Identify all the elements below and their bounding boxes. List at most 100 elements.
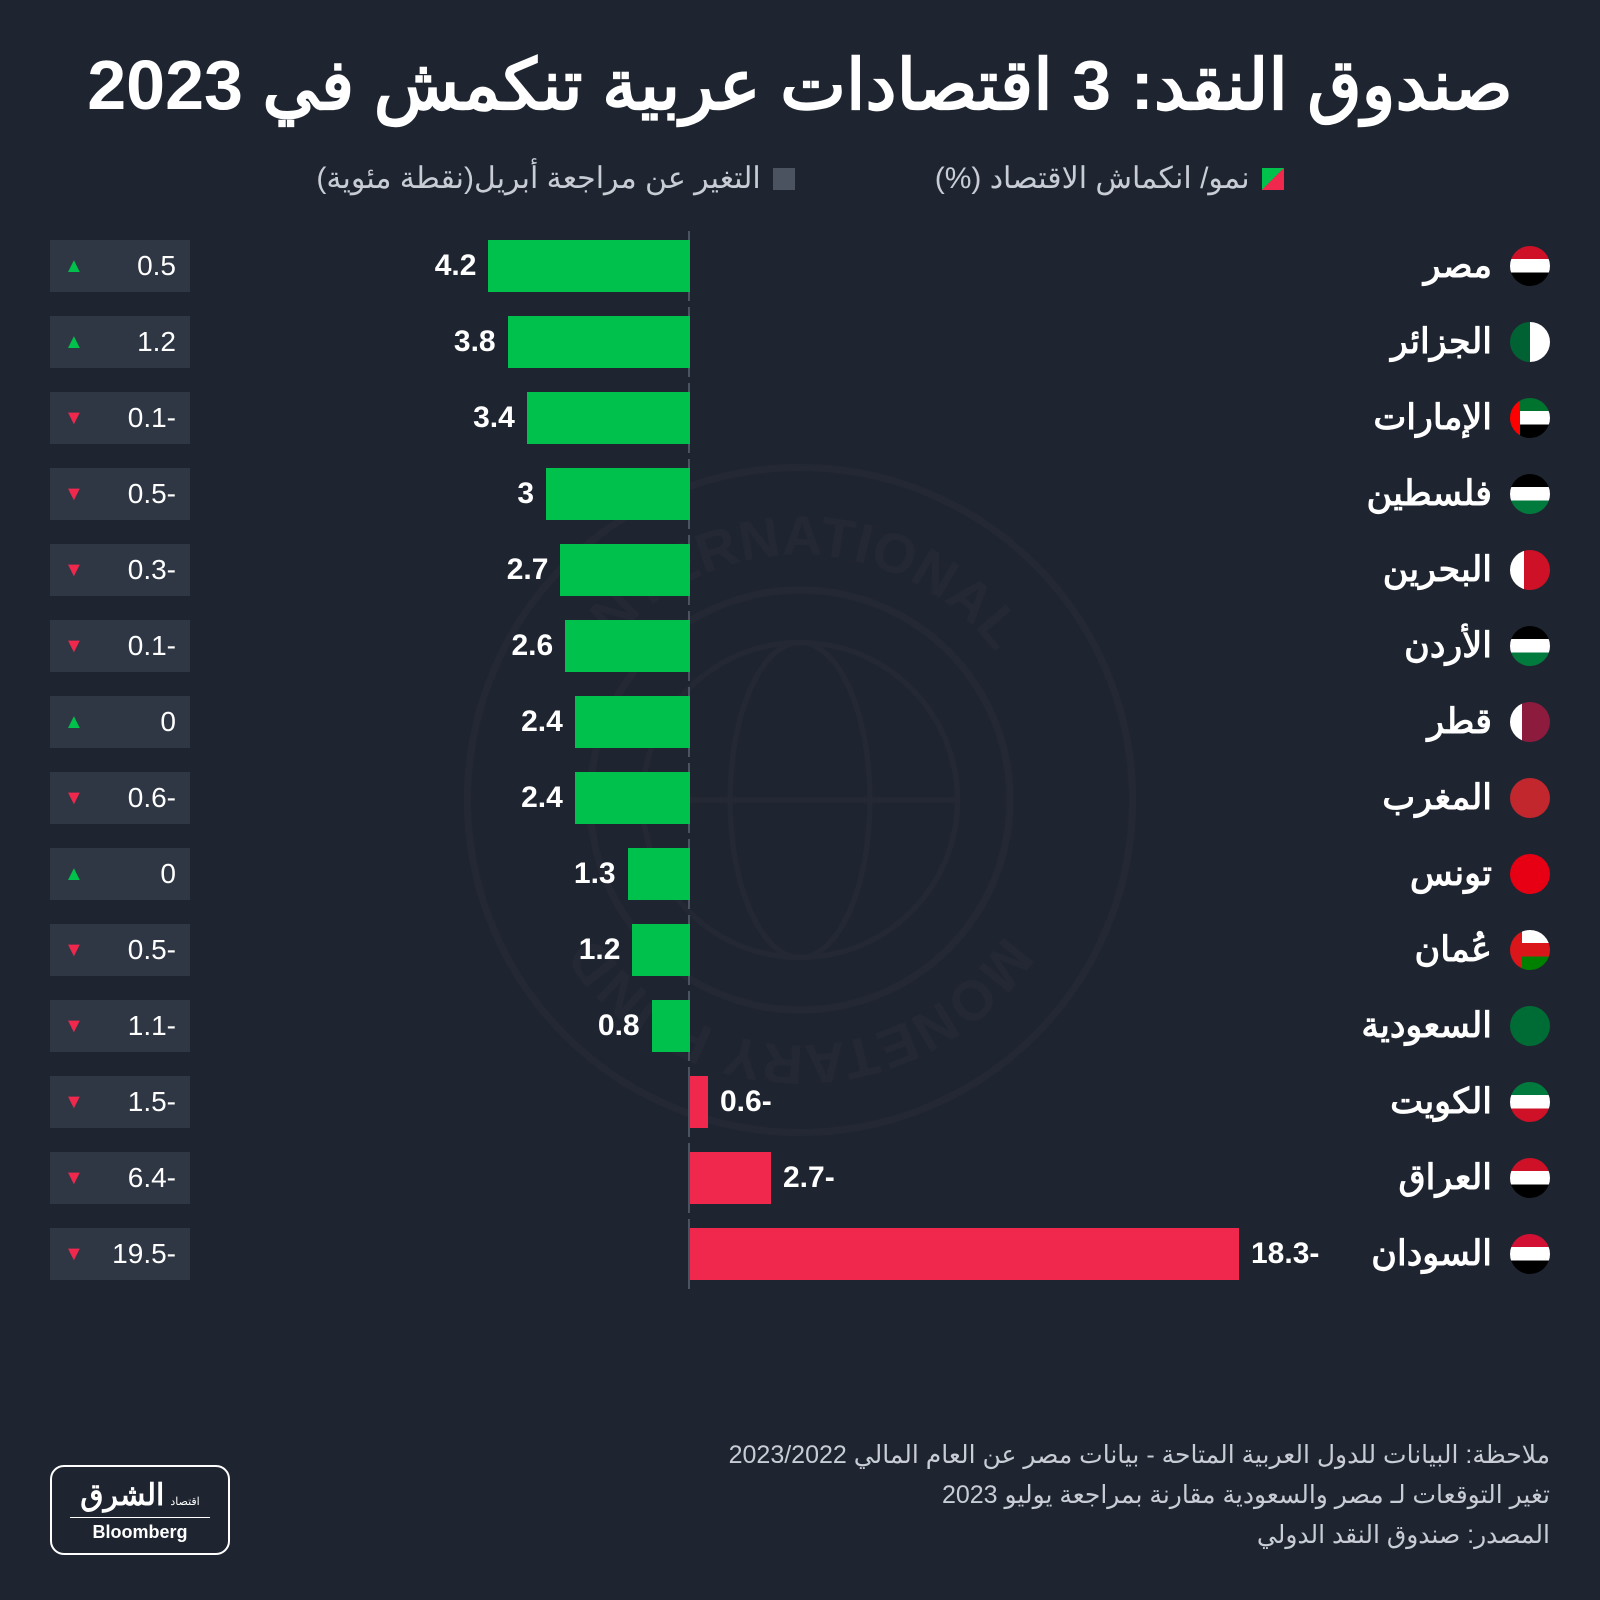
table-row: عُمان1.2▼0.5- <box>50 915 1550 985</box>
flag-icon <box>1510 322 1550 362</box>
country-name: قطر <box>1427 702 1492 742</box>
note-line: ملاحظة: البيانات للدول العربية المتاحة -… <box>729 1435 1550 1475</box>
change-badge: ▲0 <box>50 696 190 748</box>
bar-value-label: 4.2 <box>435 249 477 283</box>
change-value: 0.5- <box>128 934 176 966</box>
table-row: الأردن2.6▼0.1- <box>50 611 1550 681</box>
change-badge: ▼1.5- <box>50 1076 190 1128</box>
change-badge: ▲0 <box>50 848 190 900</box>
arrow-down-icon: ▼ <box>64 1167 84 1190</box>
change-value: 0.5 <box>137 250 176 282</box>
arrow-down-icon: ▼ <box>64 407 84 430</box>
bar-value-label: 3 <box>517 477 534 511</box>
table-row: السودان18.3-▼19.5- <box>50 1219 1550 1289</box>
legend: نمو/ انكماش الاقتصاد (%) التغير عن مراجع… <box>50 161 1550 196</box>
country-name: تونس <box>1410 854 1492 894</box>
country-name: السعودية <box>1361 1006 1492 1046</box>
arrow-down-icon: ▼ <box>64 635 84 658</box>
change-badge: ▼ 0.6- <box>50 772 190 824</box>
bar-value-label: 0.8 <box>598 1009 640 1043</box>
flag-icon <box>1510 474 1550 514</box>
arrow-down-icon: ▼ <box>64 1015 84 1038</box>
bar <box>575 696 690 748</box>
bar-value-label: 2.4 <box>521 781 563 815</box>
table-row: البحرين 2.7 ▼0.3- <box>50 535 1550 605</box>
country-name: السودان <box>1371 1234 1492 1274</box>
change-swatch-icon <box>773 168 795 190</box>
flag-icon <box>1510 702 1550 742</box>
arrow-up-icon: ▲ <box>64 863 84 886</box>
table-row: السعودية 0.8 ▼ 1.1- <box>50 991 1550 1061</box>
country-name: مصر <box>1424 246 1492 286</box>
change-value: 0 <box>160 858 176 890</box>
change-badge: ▲ 0.5 <box>50 240 190 292</box>
bar <box>575 772 690 824</box>
flag-icon <box>1510 398 1550 438</box>
bar <box>527 392 690 444</box>
bar <box>508 316 690 368</box>
country-name: فلسطين <box>1367 474 1492 514</box>
change-value: 6.4- <box>128 1162 176 1194</box>
bar <box>488 240 690 292</box>
change-value: 19.5- <box>112 1238 176 1270</box>
bar-value-label: 3.8 <box>454 325 496 359</box>
change-value: 0.5- <box>128 478 176 510</box>
arrow-down-icon: ▼ <box>64 1243 84 1266</box>
change-badge: ▲1.2 <box>50 316 190 368</box>
flag-icon <box>1510 550 1550 590</box>
note-line: تغير التوقعات لـ مصر والسعودية مقارنة بم… <box>729 1475 1550 1515</box>
bar <box>652 1000 690 1052</box>
flag-icon <box>1510 1006 1550 1046</box>
legend-change-label: التغير عن مراجعة أبريل(نقطة مئوية) <box>316 161 760 196</box>
bar <box>560 544 690 596</box>
change-badge: ▼0.3- <box>50 544 190 596</box>
table-row: فلسطين 3 ▼ 0.5- <box>50 459 1550 529</box>
bar-chart: مصر4.2▲0.5الجزائر3.8▲1.2الإمارات3.4▼0.1-… <box>50 231 1550 1289</box>
chart-title: صندوق النقد: 3 اقتصادات عربية تنكمش في 2… <box>50 40 1550 131</box>
arrow-down-icon: ▼ <box>64 787 84 810</box>
table-row: العراق 2.7- ▼ 6.4- <box>50 1143 1550 1213</box>
flag-icon <box>1510 1158 1550 1198</box>
change-value: 0.6- <box>128 782 176 814</box>
bar <box>565 620 690 672</box>
bar-value-label: 0.6- <box>720 1085 772 1119</box>
arrow-up-icon: ▲ <box>64 711 84 734</box>
bar-value-label: 3.4 <box>473 401 515 435</box>
flag-icon <box>1510 854 1550 894</box>
flag-icon <box>1510 778 1550 818</box>
flag-icon <box>1510 930 1550 970</box>
change-badge: ▼ 6.4- <box>50 1152 190 1204</box>
bar <box>690 1076 708 1128</box>
table-row: الجزائر3.8▲1.2 <box>50 307 1550 377</box>
change-badge: ▼0.1- <box>50 392 190 444</box>
bar-value-label: 2.4 <box>521 705 563 739</box>
bar-value-label: 2.7 <box>507 553 549 587</box>
arrow-down-icon: ▼ <box>64 483 84 506</box>
arrow-down-icon: ▼ <box>64 1091 84 1114</box>
note-line: المصدر: صندوق النقد الدولي <box>729 1515 1550 1555</box>
change-badge: ▼ 1.1- <box>50 1000 190 1052</box>
country-name: الإمارات <box>1373 398 1492 438</box>
flag-icon <box>1510 1234 1550 1274</box>
change-value: 0.3- <box>128 554 176 586</box>
bar-value-label: 2.6 <box>511 629 553 663</box>
country-name: البحرين <box>1383 550 1492 590</box>
change-value: 0 <box>160 706 176 738</box>
table-row: مصر 4.2 ▲ 0.5 <box>50 231 1550 301</box>
bar-value-label: 1.3 <box>574 857 616 891</box>
flag-icon <box>1510 626 1550 666</box>
flag-icon <box>1510 246 1550 286</box>
country-name: المغرب <box>1382 778 1492 818</box>
legend-growth-label: نمو/ انكماش الاقتصاد (%) <box>935 161 1250 196</box>
footer-notes: ملاحظة: البيانات للدول العربية المتاحة -… <box>729 1435 1550 1555</box>
arrow-up-icon: ▲ <box>64 255 84 278</box>
table-row: الكويت0.6-▼1.5- <box>50 1067 1550 1137</box>
arrow-up-icon: ▲ <box>64 331 84 354</box>
change-badge: ▼0.5- <box>50 924 190 976</box>
bar <box>632 924 690 976</box>
country-name: العراق <box>1399 1158 1492 1198</box>
table-row: قطر2.4▲0 <box>50 687 1550 757</box>
change-value: 1.1- <box>128 1010 176 1042</box>
bar <box>690 1152 771 1204</box>
bar-value-label: 2.7- <box>783 1161 835 1195</box>
